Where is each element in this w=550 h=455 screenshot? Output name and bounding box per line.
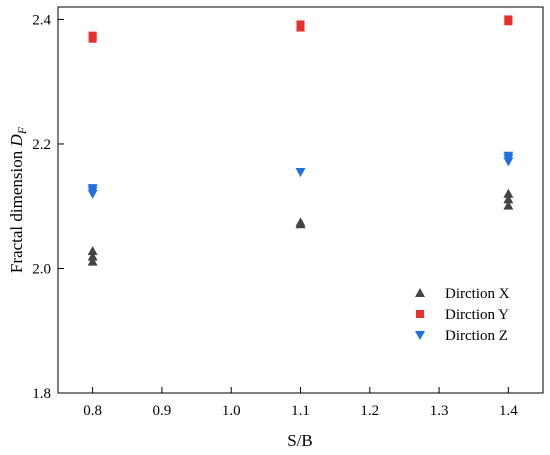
data-point <box>87 256 98 266</box>
x-tick-label: 0.8 <box>83 403 102 419</box>
legend-marker <box>415 288 425 297</box>
data-point <box>296 23 305 32</box>
data-point <box>503 200 514 210</box>
y-tick-label: 2.4 <box>32 12 51 28</box>
data-point <box>295 167 306 177</box>
data-point <box>503 188 514 198</box>
legend-marker <box>415 331 425 340</box>
data-point <box>87 251 98 261</box>
data-point <box>295 219 306 229</box>
y-axis: 1.8 2.0 2.2 2.4 <box>32 12 64 402</box>
legend-label: Dirction Y <box>445 307 509 323</box>
legend: Dirction X Dirction Y Dirction Z <box>415 286 510 344</box>
x-tick-label: 1.0 <box>222 403 241 419</box>
legend-label: Dirction X <box>445 286 510 302</box>
data-point <box>503 157 514 167</box>
x-tick-label: 1.2 <box>360 403 379 419</box>
data-point <box>503 194 514 204</box>
y-tick-label: 2.2 <box>32 137 51 153</box>
x-tick-label: 0.9 <box>153 403 172 419</box>
legend-marker <box>416 310 424 318</box>
data-point <box>504 17 513 26</box>
x-tick-label: 1.1 <box>291 403 310 419</box>
legend-label: Dirction Z <box>445 328 508 344</box>
x-tick-label: 1.4 <box>499 403 518 419</box>
x-tick-label: 1.3 <box>430 403 449 419</box>
data-point <box>87 189 98 199</box>
x-axis: 0.8 0.9 1.0 1.1 1.2 1.3 1.4 <box>83 387 518 419</box>
data-point <box>88 34 97 43</box>
data-points <box>87 15 514 266</box>
y-tick-label: 1.8 <box>32 386 51 402</box>
data-point <box>87 246 98 256</box>
y-tick-label: 2.0 <box>32 261 51 277</box>
x-axis-title: S/B <box>287 431 313 450</box>
y-axis-title: Fractal dimension DF <box>7 126 29 273</box>
